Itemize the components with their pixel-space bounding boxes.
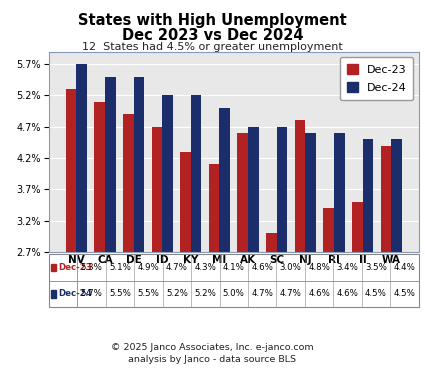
Text: analysis by Janco - data source BLS: analysis by Janco - data source BLS (128, 355, 297, 364)
Text: Dec-23: Dec-23 (58, 263, 92, 272)
Legend: Dec-23, Dec-24: Dec-23, Dec-24 (340, 57, 413, 100)
Text: © 2025 Janco Associates, Inc. e-janco.com: © 2025 Janco Associates, Inc. e-janco.co… (111, 343, 314, 352)
Bar (105, 77, 116, 368)
Bar (180, 152, 191, 368)
Text: 5.2%: 5.2% (166, 290, 188, 298)
Text: 12  States had 4.5% or greater unemployment: 12 States had 4.5% or greater unemployme… (82, 42, 343, 52)
Bar (94, 102, 105, 368)
Text: 5.7%: 5.7% (81, 290, 102, 298)
Text: 4.6%: 4.6% (337, 290, 358, 298)
Bar (209, 164, 219, 368)
Bar (334, 133, 345, 368)
Text: 4.1%: 4.1% (223, 263, 245, 272)
Bar (191, 95, 201, 368)
Text: 5.2%: 5.2% (194, 290, 216, 298)
Text: 5.1%: 5.1% (109, 263, 131, 272)
Text: 3.0%: 3.0% (280, 263, 302, 272)
Bar (363, 139, 373, 368)
Text: 5.5%: 5.5% (137, 290, 159, 298)
Text: 4.3%: 4.3% (194, 263, 216, 272)
Bar (295, 120, 305, 368)
Bar (162, 95, 173, 368)
Bar (352, 202, 363, 368)
Text: 5.3%: 5.3% (81, 263, 102, 272)
Bar (323, 208, 334, 368)
Text: 5.5%: 5.5% (109, 290, 131, 298)
Text: Dec 2023 vs Dec 2024: Dec 2023 vs Dec 2024 (122, 28, 303, 43)
Bar (152, 127, 162, 368)
Bar (76, 64, 87, 368)
Text: 4.5%: 4.5% (394, 290, 415, 298)
Text: 4.7%: 4.7% (251, 290, 273, 298)
Text: 4.4%: 4.4% (394, 263, 415, 272)
Bar (266, 233, 277, 368)
Bar (381, 145, 391, 368)
Text: 5.0%: 5.0% (223, 290, 245, 298)
Text: 3.5%: 3.5% (365, 263, 387, 272)
Bar (123, 114, 133, 368)
Bar (391, 139, 402, 368)
Bar (219, 108, 230, 368)
Bar (248, 127, 259, 368)
Text: 4.5%: 4.5% (365, 290, 387, 298)
Bar (66, 89, 76, 368)
Text: Dec-24: Dec-24 (58, 290, 92, 298)
Text: States with High Unemployment: States with High Unemployment (78, 13, 347, 28)
Text: 4.6%: 4.6% (308, 290, 330, 298)
Bar (51, 290, 56, 298)
Text: 4.7%: 4.7% (166, 263, 188, 272)
Bar (133, 77, 144, 368)
Text: 4.7%: 4.7% (280, 290, 302, 298)
Bar (277, 127, 287, 368)
Text: 3.4%: 3.4% (337, 263, 358, 272)
Bar (305, 133, 316, 368)
Bar (51, 263, 56, 271)
Text: 4.9%: 4.9% (138, 263, 159, 272)
Text: 4.8%: 4.8% (308, 263, 330, 272)
Text: 4.6%: 4.6% (251, 263, 273, 272)
Bar (238, 133, 248, 368)
